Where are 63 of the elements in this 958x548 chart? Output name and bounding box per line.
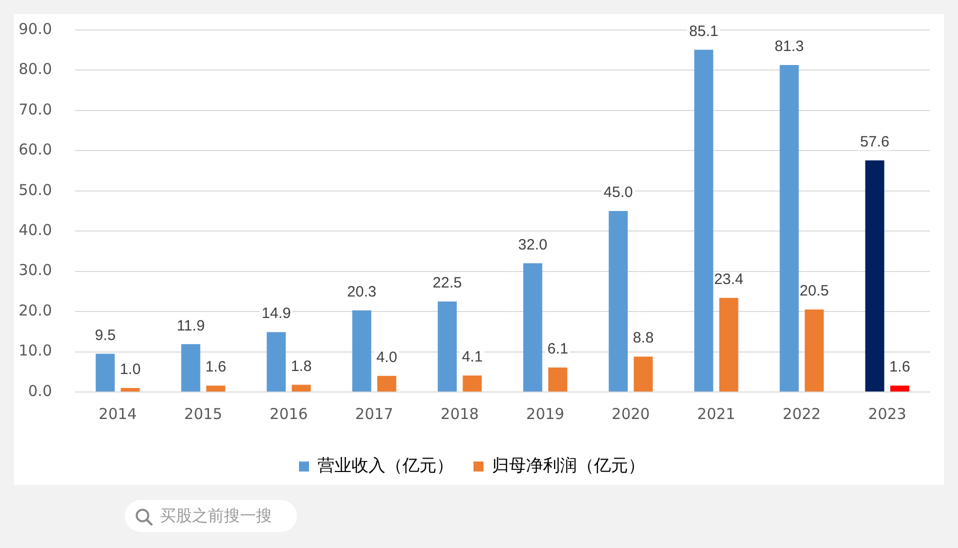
data-label: 14.9 bbox=[262, 305, 291, 322]
y-tick-label: 10.0 bbox=[18, 342, 52, 360]
y-tick-label: 30.0 bbox=[18, 261, 52, 280]
bar bbox=[780, 64, 799, 392]
bar bbox=[548, 367, 568, 392]
x-tick-label: 2019 bbox=[526, 404, 564, 423]
bar bbox=[120, 388, 140, 392]
x-tick-label: 2015 bbox=[184, 404, 222, 423]
x-tick-label: 2016 bbox=[270, 404, 308, 423]
bar bbox=[608, 211, 628, 392]
legend-label: 归母净利润（亿元） bbox=[492, 456, 645, 476]
y-tick-label: 70.0 bbox=[18, 100, 52, 118]
bar bbox=[634, 356, 653, 392]
bar bbox=[96, 354, 115, 392]
bar bbox=[694, 50, 714, 392]
y-tick-label: 20.0 bbox=[18, 301, 52, 320]
data-label: 1.6 bbox=[205, 358, 226, 376]
bar bbox=[719, 298, 738, 392]
data-label: 45.0 bbox=[604, 184, 633, 202]
data-label: 20.5 bbox=[800, 282, 829, 300]
data-label: 32.0 bbox=[518, 236, 548, 254]
data-label: 4.1 bbox=[462, 348, 483, 366]
data-label: 4.0 bbox=[376, 349, 398, 366]
y-tick-label: 50.0 bbox=[18, 180, 52, 199]
bar bbox=[292, 384, 311, 392]
legend-label: 营业收入（亿元） bbox=[318, 456, 454, 476]
bar bbox=[266, 332, 286, 392]
bar bbox=[523, 263, 542, 392]
bar bbox=[377, 376, 396, 392]
bar bbox=[865, 160, 884, 392]
y-tick-label: 90.0 bbox=[18, 20, 52, 38]
data-label: 11.9 bbox=[176, 317, 205, 334]
x-tick-label: 2014 bbox=[98, 404, 137, 423]
bar bbox=[181, 344, 200, 392]
x-tick-label: 2022 bbox=[782, 404, 821, 423]
bar bbox=[462, 376, 482, 392]
x-tick-label: 2021 bbox=[697, 404, 736, 423]
bar bbox=[206, 386, 226, 392]
data-label: 23.4 bbox=[714, 271, 744, 288]
data-label: 8.8 bbox=[632, 330, 654, 347]
y-tick-label: 40.0 bbox=[18, 221, 52, 239]
data-label: 22.5 bbox=[432, 274, 462, 292]
x-tick-label: 2017 bbox=[355, 404, 394, 423]
y-tick-label: 60.0 bbox=[18, 140, 52, 159]
data-label: 6.1 bbox=[547, 340, 568, 358]
data-label: 85.1 bbox=[689, 22, 718, 40]
data-label: 1.0 bbox=[120, 361, 141, 378]
text: 买股之前搜一搜 bbox=[160, 505, 272, 527]
bar bbox=[438, 302, 457, 392]
bar bbox=[890, 386, 910, 392]
y-tick-label: 80.0 bbox=[18, 60, 52, 78]
data-label: 1.6 bbox=[889, 358, 910, 376]
data-label: 57.6 bbox=[860, 133, 890, 150]
x-tick-label: 2023 bbox=[868, 404, 906, 423]
bar bbox=[804, 310, 824, 392]
bar bbox=[352, 310, 372, 392]
x-tick-label: 2018 bbox=[440, 404, 479, 423]
x-tick-label: 2020 bbox=[612, 404, 650, 423]
data-label: 1.8 bbox=[290, 358, 312, 375]
y-tick-label: 0.0 bbox=[28, 382, 52, 400]
data-label: 81.3 bbox=[774, 38, 804, 56]
data-label: 20.3 bbox=[347, 283, 376, 300]
data-label: 9.5 bbox=[94, 326, 116, 344]
